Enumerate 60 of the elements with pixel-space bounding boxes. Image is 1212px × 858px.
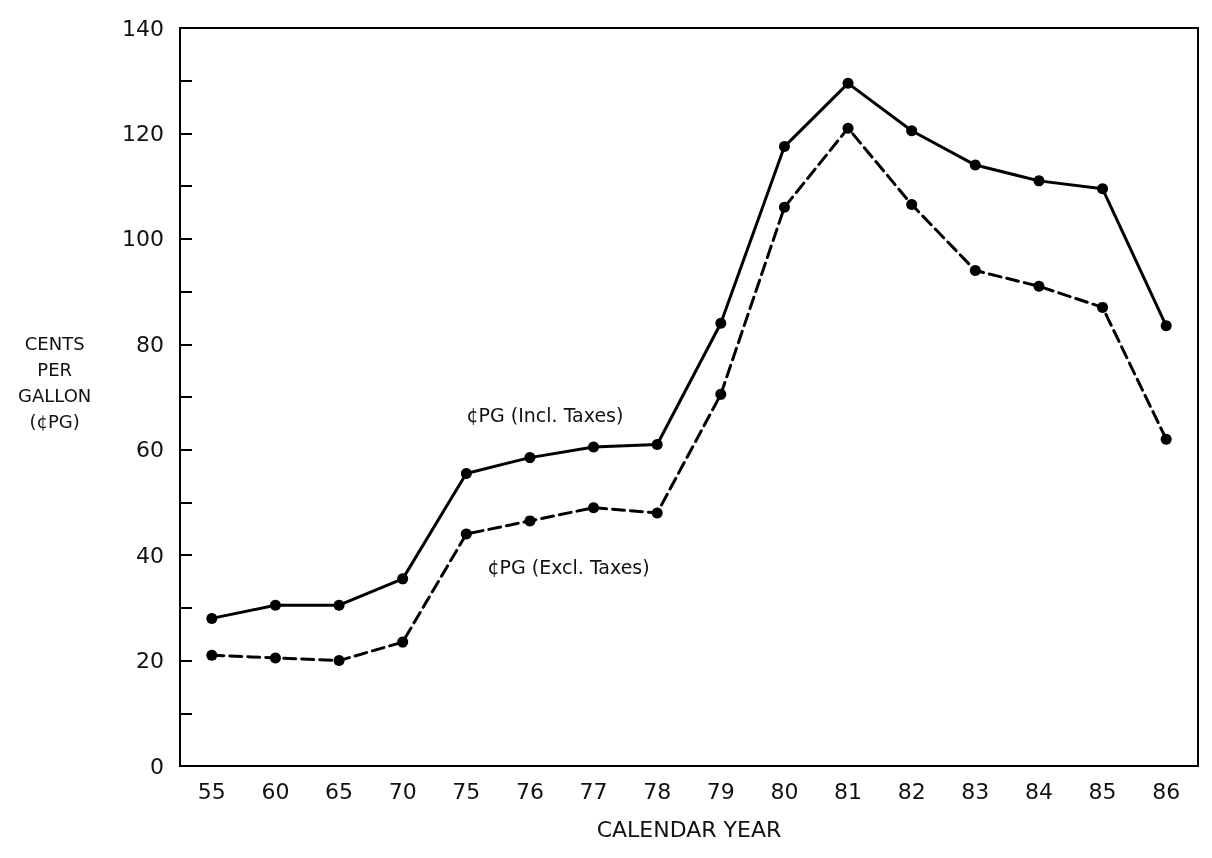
- x-tick-label: 55: [197, 778, 226, 804]
- point: [969, 264, 981, 276]
- x-tick-label: 65: [325, 778, 354, 804]
- y-tick-label: 60: [136, 437, 164, 463]
- y-axis-title: CENTS PER GALLON (¢PG): [18, 332, 92, 432]
- point: [1033, 175, 1045, 187]
- point: [1160, 433, 1172, 445]
- x-tick-label: 83: [961, 778, 990, 804]
- x-tick-label: 84: [1024, 778, 1053, 804]
- series-label: ¢PG (Excl. Taxes): [487, 555, 650, 578]
- point: [651, 507, 663, 519]
- point: [460, 528, 472, 540]
- x-tick-label: 70: [388, 778, 417, 804]
- point: [333, 599, 345, 611]
- point: [524, 515, 536, 527]
- point: [778, 201, 790, 213]
- series-label: ¢PG (Incl. Taxes): [466, 403, 624, 426]
- x-tick-label: 82: [897, 778, 926, 804]
- point: [651, 438, 663, 450]
- point: [269, 599, 281, 611]
- x-tick-label: 80: [770, 778, 799, 804]
- x-tick-label: 78: [643, 778, 672, 804]
- point: [842, 122, 854, 134]
- y-tick-label: 0: [150, 753, 164, 779]
- y-tick-label: 140: [122, 15, 164, 41]
- point: [1097, 183, 1109, 195]
- y-tick-label: 80: [136, 331, 164, 357]
- point: [1160, 320, 1172, 332]
- x-tick-label: 77: [579, 778, 608, 804]
- x-tick-label: 85: [1088, 778, 1117, 804]
- point: [588, 502, 600, 514]
- point: [524, 452, 536, 464]
- x-tick-label: 86: [1152, 778, 1181, 804]
- point: [906, 125, 918, 137]
- point: [715, 317, 727, 329]
- point: [397, 636, 409, 648]
- point: [715, 388, 727, 400]
- point: [906, 199, 918, 211]
- x-axis-title: CALENDAR YEAR: [596, 816, 782, 842]
- point: [969, 159, 981, 171]
- point: [206, 649, 218, 661]
- x-tick-label: 60: [261, 778, 290, 804]
- y-tick-label: 120: [122, 120, 164, 146]
- point: [397, 573, 409, 585]
- x-tick-label: 81: [834, 778, 863, 804]
- point: [842, 77, 854, 89]
- point: [588, 441, 600, 453]
- point: [778, 141, 790, 153]
- point: [269, 652, 281, 664]
- x-tick-label: 75: [452, 778, 481, 804]
- point: [1097, 301, 1109, 313]
- point: [1033, 280, 1045, 292]
- point: [206, 612, 218, 624]
- point: [460, 467, 472, 479]
- y-tick-label: 40: [136, 542, 164, 568]
- point: [333, 655, 345, 667]
- y-tick-label: 100: [122, 226, 164, 252]
- y-tick-label: 20: [136, 648, 164, 674]
- x-tick-label: 76: [515, 778, 544, 804]
- x-tick-label: 79: [706, 778, 735, 804]
